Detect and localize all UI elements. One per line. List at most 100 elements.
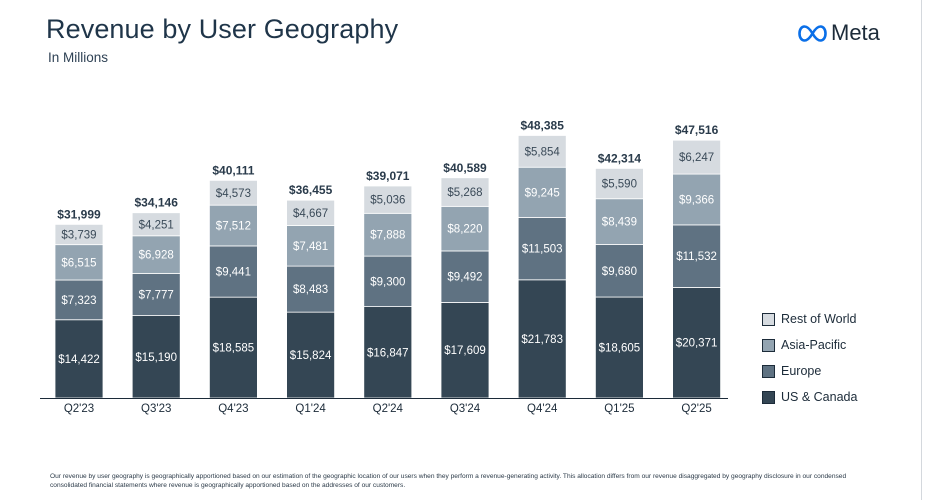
bar-segment-asia-pacific	[363, 212, 413, 257]
bar-total-label: $39,071	[366, 169, 410, 183]
bar-total-label: $36,455	[289, 183, 333, 197]
bar-segment-asia-pacific	[54, 244, 104, 281]
bar-segment-us-canada	[517, 279, 567, 399]
legend-swatch	[762, 312, 775, 326]
bar-segment-europe	[517, 216, 567, 281]
page-edge	[921, 0, 928, 500]
page-subtitle: In Millions	[48, 50, 109, 65]
page-title: Revenue by User Geography	[46, 14, 399, 44]
segment-value-label: $4,667	[293, 208, 328, 220]
x-tick-label: Q4'23	[218, 403, 248, 415]
segment-value-label: $8,220	[447, 224, 482, 236]
bar-total-label: $48,385	[521, 118, 565, 132]
bar-segment-europe	[595, 244, 644, 298]
bar-segment-europe	[54, 279, 104, 321]
legend-label: US & Canada	[781, 390, 858, 404]
bar-total-label: $31,999	[57, 207, 101, 221]
segment-value-label: $9,300	[370, 276, 405, 288]
segment-value-label: $7,481	[293, 241, 328, 253]
bar-segment-europe	[672, 224, 721, 288]
segment-value-label: $6,928	[139, 250, 174, 262]
segment-value-label: $15,824	[290, 350, 332, 362]
segment-value-label: $15,190	[135, 352, 177, 364]
bar-segment-rest-of-world	[517, 135, 567, 168]
segment-value-label: $7,323	[61, 295, 96, 307]
x-tick-label: Q2'25	[681, 403, 711, 415]
x-tick-label: Q1'24	[295, 403, 326, 415]
segment-value-label: $16,847	[367, 347, 409, 359]
segment-value-label: $9,492	[447, 272, 482, 284]
bar-segment-asia-pacific	[286, 225, 336, 267]
bar-total-label: $34,146	[135, 196, 179, 210]
footnote: Our revenue by user geography is geograp…	[50, 473, 847, 489]
x-tick-label: Q1'25	[604, 403, 634, 415]
legend-swatch	[762, 338, 775, 352]
segment-value-label: $7,512	[216, 221, 251, 233]
segment-value-label: $8,439	[602, 217, 637, 229]
bar-segment-rest-of-world	[440, 177, 490, 207]
segment-value-label: $5,854	[525, 146, 561, 158]
bar-segment-us-canada	[363, 306, 413, 399]
bar-segment-asia-pacific	[131, 235, 181, 274]
bar-segment-rest-of-world	[672, 139, 721, 175]
segment-value-label: $5,268	[447, 187, 482, 199]
bar-segment-rest-of-world	[595, 168, 644, 200]
segment-value-label: $7,777	[139, 289, 174, 301]
legend-item: US & Canada	[762, 384, 857, 410]
bar-segment-rest-of-world	[208, 179, 258, 206]
legend-label: Asia-Pacific	[781, 338, 847, 352]
segment-value-label: $21,783	[521, 334, 563, 346]
bar-segment-asia-pacific	[440, 205, 490, 252]
bar-segment-rest-of-world	[363, 185, 413, 214]
segment-value-label: $17,609	[444, 345, 486, 357]
bar-segment-rest-of-world	[54, 223, 104, 246]
segment-value-label: $14,422	[58, 354, 100, 366]
bar-segment-rest-of-world	[131, 212, 181, 237]
bar-total-label: $42,314	[598, 151, 642, 165]
bar-segment-asia-pacific	[672, 173, 721, 226]
segment-value-label: $3,739	[61, 230, 96, 242]
segment-value-label: $6,515	[61, 257, 96, 269]
x-tick-label: Q4'24	[527, 403, 558, 415]
meta-infinity-icon	[798, 24, 827, 42]
legend-item: Europe	[762, 358, 857, 384]
bar-segment-asia-pacific	[208, 204, 258, 247]
chart-legend: Rest of World Asia-Pacific Europe US & Cana…	[762, 306, 857, 410]
segment-value-label: $6,247	[679, 152, 714, 164]
segment-value-label: $11,503	[522, 244, 563, 256]
bar-total-label: $47,516	[675, 123, 719, 137]
segment-value-label: $5,590	[602, 179, 637, 191]
bar-segment-europe	[208, 245, 258, 298]
x-tick-label: Q3'24	[450, 403, 481, 415]
segment-value-label: $4,251	[139, 219, 174, 231]
bar-total-label: $40,589	[443, 161, 487, 175]
segment-value-label: $9,245	[525, 187, 560, 199]
segment-value-label: $9,366	[679, 194, 714, 206]
segment-value-label: $18,585	[213, 343, 255, 355]
segment-value-label: $9,680	[602, 266, 637, 278]
segment-value-label: $9,441	[216, 267, 251, 279]
legend-swatch	[762, 364, 775, 378]
meta-logo: Meta	[798, 20, 880, 46]
segment-value-label: $20,371	[676, 338, 718, 350]
bar-segment-rest-of-world	[286, 199, 336, 226]
bar-segment-europe	[131, 272, 181, 316]
segment-value-label: $7,888	[370, 230, 405, 242]
segment-value-label: $5,036	[370, 195, 405, 207]
bar-segment-us-canada	[440, 302, 490, 399]
bar-total-label: $40,111	[212, 163, 254, 177]
legend-swatch	[762, 390, 775, 404]
bar-segment-us-canada	[286, 311, 336, 399]
x-tick-label: Q2'24	[373, 403, 404, 415]
x-tick-label: Q3'23	[141, 403, 171, 415]
legend-label: Rest of World	[781, 312, 857, 326]
legend-item: Rest of World	[762, 306, 857, 332]
legend-label: Europe	[781, 364, 822, 378]
x-tick-label: Q2'23	[64, 403, 94, 415]
segment-value-label: $4,573	[216, 188, 251, 200]
bar-segment-asia-pacific	[595, 198, 644, 245]
segment-value-label: $11,532	[676, 251, 717, 263]
legend-item: Asia-Pacific	[762, 332, 857, 358]
bar-segment-europe	[440, 250, 490, 303]
